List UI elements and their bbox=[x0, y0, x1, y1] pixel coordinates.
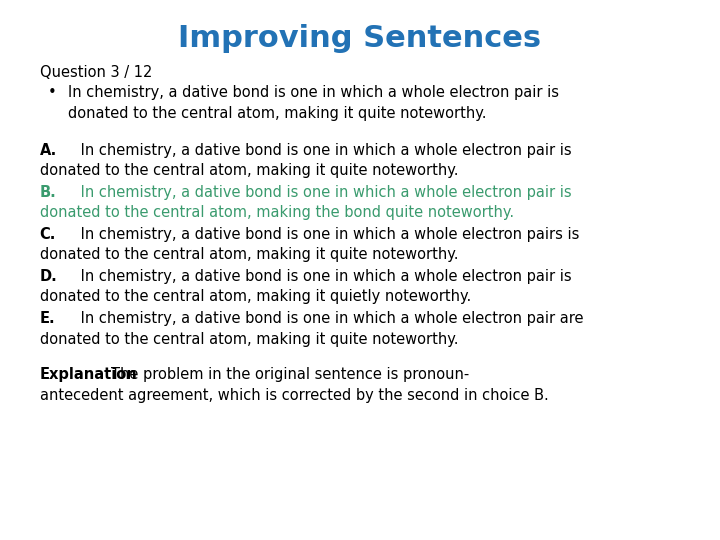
Text: D.: D. bbox=[40, 269, 58, 284]
Text: donated to the central atom, making it quite noteworthy.: donated to the central atom, making it q… bbox=[40, 332, 458, 347]
Text: donated to the central atom, making it quietly noteworthy.: donated to the central atom, making it q… bbox=[40, 289, 471, 305]
Text: antecedent agreement, which is corrected by the second in choice B.: antecedent agreement, which is corrected… bbox=[40, 388, 549, 403]
Text: donated to the central atom, making the bond quite noteworthy.: donated to the central atom, making the … bbox=[40, 205, 514, 220]
Text: In chemistry, a dative bond is one in which a whole electron pair is: In chemistry, a dative bond is one in wh… bbox=[68, 85, 559, 100]
Text: Question 3 / 12: Question 3 / 12 bbox=[40, 65, 152, 80]
Text: In chemistry, a dative bond is one in which a whole electron pair is: In chemistry, a dative bond is one in wh… bbox=[76, 185, 571, 200]
Text: In chemistry, a dative bond is one in which a whole electron pair are: In chemistry, a dative bond is one in wh… bbox=[76, 311, 583, 326]
Text: C.: C. bbox=[40, 227, 56, 242]
Text: B.: B. bbox=[40, 185, 56, 200]
Text: In chemistry, a dative bond is one in which a whole electron pairs is: In chemistry, a dative bond is one in wh… bbox=[76, 227, 579, 242]
Text: •: • bbox=[48, 85, 57, 100]
Text: donated to the central atom, making it quite noteworthy.: donated to the central atom, making it q… bbox=[40, 247, 458, 262]
Text: The problem in the original sentence is pronoun-: The problem in the original sentence is … bbox=[111, 368, 469, 382]
Text: donated to the central atom, making it quite noteworthy.: donated to the central atom, making it q… bbox=[68, 106, 487, 121]
Text: In chemistry, a dative bond is one in which a whole electron pair is: In chemistry, a dative bond is one in wh… bbox=[76, 269, 571, 284]
Text: Improving Sentences: Improving Sentences bbox=[179, 24, 541, 53]
Text: In chemistry, a dative bond is one in which a whole electron pair is: In chemistry, a dative bond is one in wh… bbox=[76, 143, 571, 158]
Text: Explanation: Explanation bbox=[40, 368, 138, 382]
Text: A.: A. bbox=[40, 143, 57, 158]
Text: E.: E. bbox=[40, 311, 55, 326]
Text: donated to the central atom, making it quite noteworthy.: donated to the central atom, making it q… bbox=[40, 163, 458, 178]
